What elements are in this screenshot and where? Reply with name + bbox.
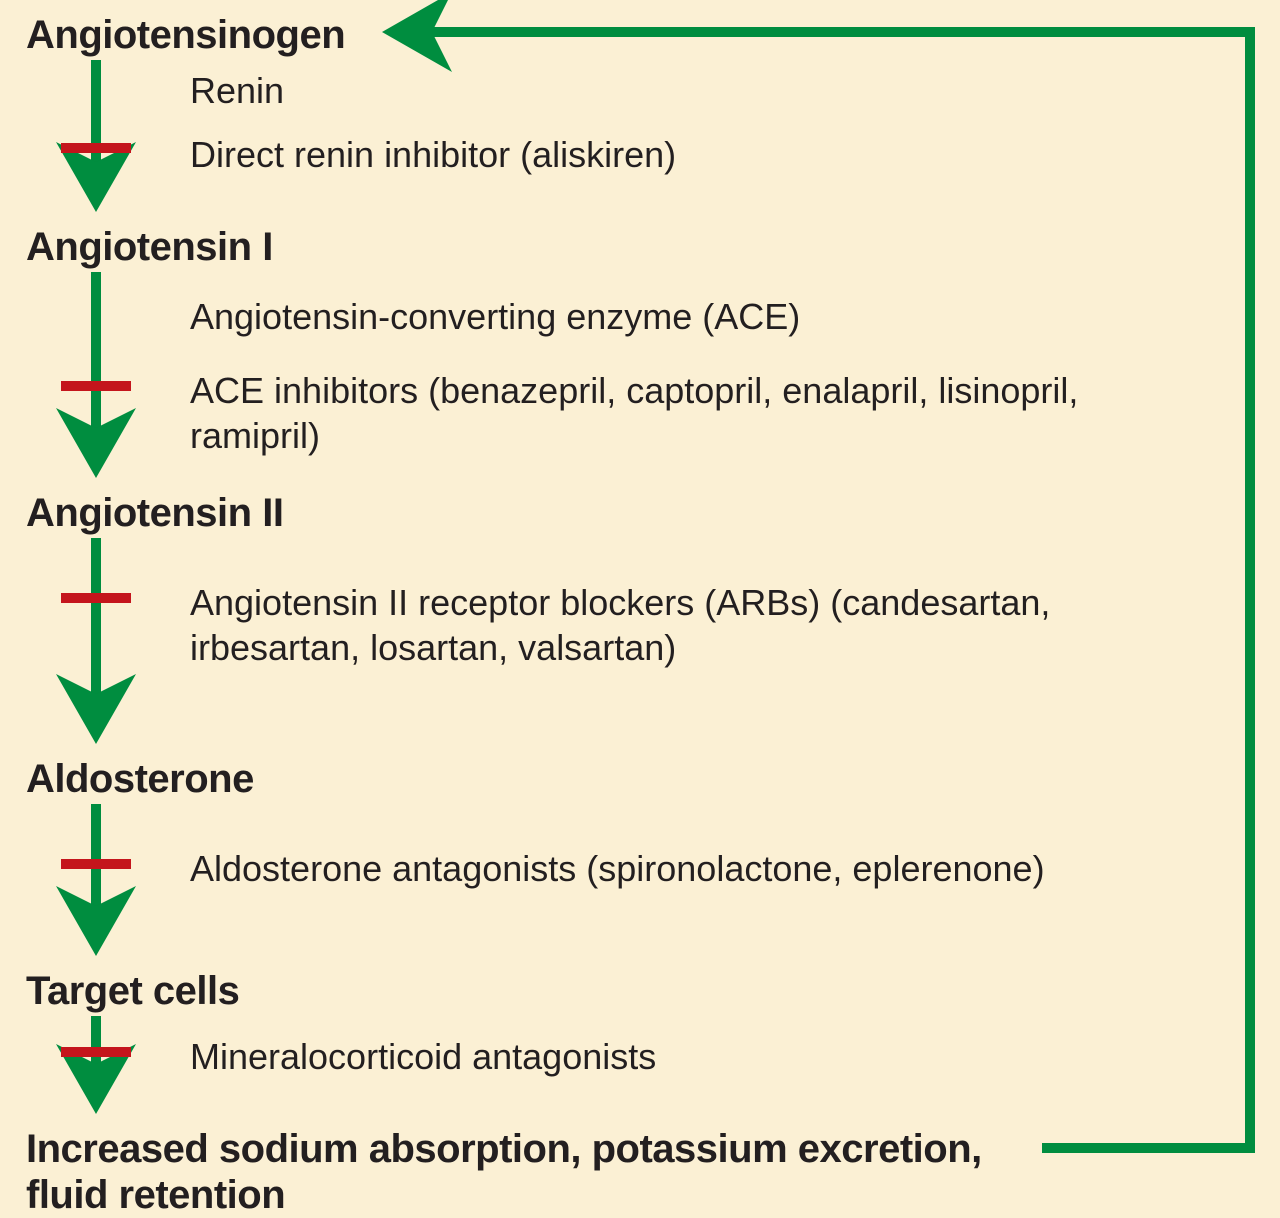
label-renin: Renin <box>190 68 284 113</box>
node-targetcells: Target cells <box>26 968 239 1014</box>
label-mca: Mineralocorticoid antagonists <box>190 1034 656 1079</box>
node-angiotensinogen: Angiotensinogen <box>26 12 345 58</box>
label-ace: Angiotensin-converting enzyme (ACE) <box>190 294 800 339</box>
label-acei: ACE inhibitors (benazepril, captopril, e… <box>190 368 1078 458</box>
node-outcome: Increased sodium absorption, potassium e… <box>26 1126 982 1218</box>
node-angiotensin1: Angiotensin I <box>26 224 273 270</box>
label-dri: Direct renin inhibitor (aliskiren) <box>190 132 676 177</box>
raas-diagram: Angiotensinogen Angiotensin I Angiotensin … <box>0 0 1280 1216</box>
label-aldoant: Aldosterone antagonists (spironolactone,… <box>190 846 1045 891</box>
label-arb: Angiotensin II receptor blockers (ARBs) … <box>190 580 1050 670</box>
node-aldosterone: Aldosterone <box>26 756 254 802</box>
node-angiotensin2: Angiotensin II <box>26 490 283 536</box>
